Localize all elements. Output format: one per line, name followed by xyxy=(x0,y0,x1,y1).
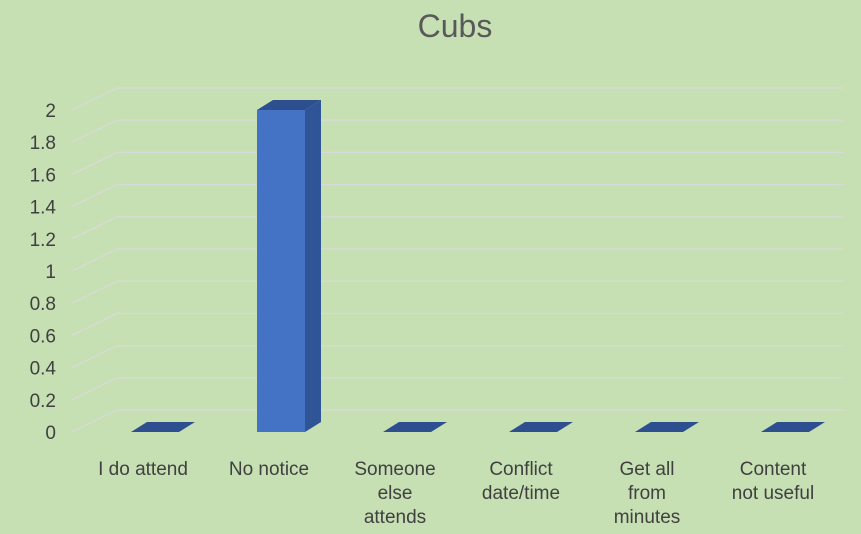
y-tick-label: 0.8 xyxy=(30,294,56,315)
gridline xyxy=(71,248,843,272)
bar xyxy=(131,422,195,432)
bar-top xyxy=(131,422,195,432)
bar xyxy=(257,100,321,432)
gridline xyxy=(71,151,843,175)
bar xyxy=(761,422,825,432)
gridline xyxy=(71,377,843,401)
bar-top xyxy=(509,422,573,432)
bar-front xyxy=(257,110,305,432)
y-tick-label: 1.2 xyxy=(30,230,56,251)
y-tick-label: 0.4 xyxy=(30,359,57,380)
bar-top xyxy=(761,422,825,432)
y-tick-label: 1.6 xyxy=(30,165,56,186)
y-tick-label: 1 xyxy=(45,262,56,283)
gridline xyxy=(71,345,843,369)
bar-top xyxy=(383,422,447,432)
gridline xyxy=(71,216,843,240)
bar-top xyxy=(635,422,699,432)
bar xyxy=(383,422,447,432)
bar-top xyxy=(257,100,321,110)
y-tick-label: 0 xyxy=(45,423,56,444)
x-axis-labels: I do attend No notice Someone else attends Co… xyxy=(98,459,814,528)
y-tick-label: 1.4 xyxy=(30,198,57,219)
gridline xyxy=(71,184,843,208)
bar xyxy=(509,422,573,432)
gridline xyxy=(71,409,843,433)
bar xyxy=(635,422,699,432)
bars xyxy=(131,100,825,432)
gridline xyxy=(71,87,843,111)
gridline xyxy=(71,312,843,336)
x-tick-label: Get all from minutes xyxy=(614,459,681,528)
x-tick-label: Conflict date/time xyxy=(482,459,560,504)
gridlines xyxy=(71,87,843,433)
y-tick-label: 2 xyxy=(45,101,56,122)
x-tick-label: No notice xyxy=(229,459,309,480)
gridline xyxy=(71,119,843,143)
y-tick-label: 0.6 xyxy=(30,326,56,347)
y-tick-label: 1.8 xyxy=(30,133,56,154)
chart-title: Cubs xyxy=(418,8,493,44)
x-tick-label: Content not useful xyxy=(732,459,814,504)
bar-side xyxy=(305,100,321,432)
x-tick-label: Someone else attends xyxy=(354,459,435,528)
y-axis-ticks: 0 0.2 0.4 0.6 0.8 1 1.2 1.4 1.6 1.8 2 xyxy=(30,101,57,444)
y-tick-label: 0.2 xyxy=(30,391,56,412)
x-tick-label: I do attend xyxy=(98,459,188,480)
gridline xyxy=(71,280,843,304)
